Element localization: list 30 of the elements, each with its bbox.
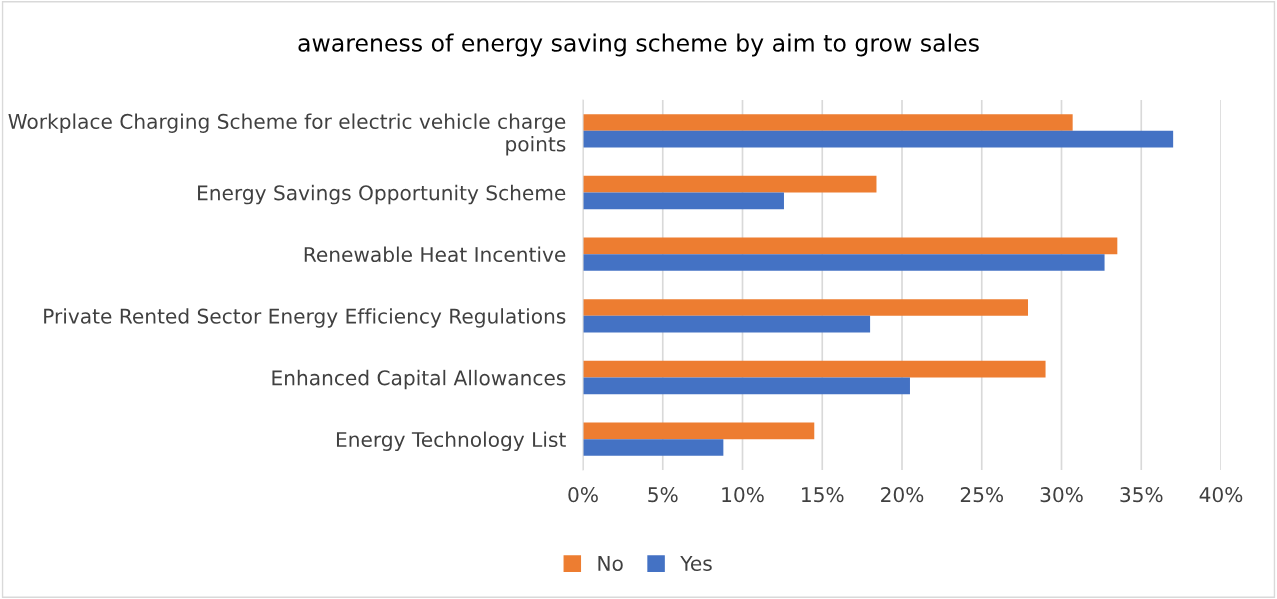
bar: [583, 254, 1105, 271]
y-tick-label: Energy Technology List: [336, 431, 566, 452]
bar: [583, 377, 910, 395]
y-tick-label: Workplace Charging Scheme for electric vehicle charge points: [8, 113, 566, 156]
x-tick-label: 30%: [1040, 487, 1083, 503]
x-tick-label: 25%: [960, 487, 1004, 503]
y-tick-label: Private Rented Sector Energy Efficiency Regulations: [44, 308, 566, 328]
y-tick-label: Enhanced Capital Allowances: [272, 369, 566, 390]
x-tick-label: 20%: [881, 487, 924, 503]
bar: [583, 175, 877, 193]
legend-label: No: [598, 556, 623, 571]
bar: [583, 422, 815, 440]
x-tick-label: 40%: [1199, 487, 1243, 503]
x-tick-label: 5%: [648, 487, 678, 503]
bar: [583, 192, 784, 210]
x-tick-label: 35%: [1120, 487, 1163, 503]
bar: [583, 114, 1073, 131]
bar: [583, 439, 724, 456]
y-tick-label: Energy Savings Opportunity Scheme: [198, 184, 566, 205]
x-tick-label: 10%: [722, 487, 764, 503]
chart-title: awareness of energy saving scheme by aim to grow sales: [298, 33, 979, 57]
y-tick-label: Renewable Heat Incentive: [304, 246, 566, 263]
x-tick-label: 15%: [802, 487, 844, 503]
bar: [583, 315, 871, 333]
bar: [583, 237, 1118, 255]
bar: [583, 130, 1174, 148]
x-tick-label: 0%: [568, 487, 598, 503]
bar: [583, 299, 1028, 316]
legend-label: Yes: [680, 556, 712, 571]
bar: [583, 360, 1046, 378]
